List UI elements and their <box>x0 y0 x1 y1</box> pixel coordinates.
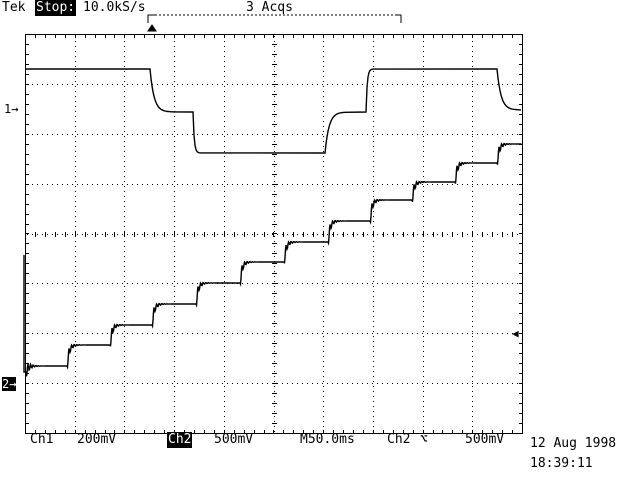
trigger-position-bar <box>147 14 402 32</box>
ch2-scale: 500mV <box>214 432 254 447</box>
trigger-slope-icon: ⌥ <box>420 432 428 447</box>
ch2-label: Ch2 <box>167 432 193 448</box>
acquisition-state: Stop: <box>35 0 77 16</box>
timebase-readout: M50.0ms <box>300 432 355 447</box>
graticule-grid <box>25 34 523 434</box>
time-readout: 18:39:11 <box>530 456 593 471</box>
brand-label: Tek <box>2 0 26 15</box>
ch1-waveform <box>26 68 521 154</box>
trigger-source: Ch2 <box>387 432 411 447</box>
ch2-ground-marker: 2→ <box>2 377 17 391</box>
acquisition-count: 3 Acqs <box>246 0 293 15</box>
trigger-level-marker: ◀ <box>512 327 519 340</box>
ch1-ground-marker: 1→ <box>4 102 19 116</box>
trigger-level-readout: 500mV <box>465 432 505 447</box>
ch2-waveform <box>23 142 522 377</box>
ch1-label: Ch1 <box>30 432 54 447</box>
sample-rate: 10.0kS/s <box>83 0 146 15</box>
date-readout: 12 Aug 1998 <box>530 436 617 451</box>
ch1-scale: 200mV <box>77 432 117 447</box>
